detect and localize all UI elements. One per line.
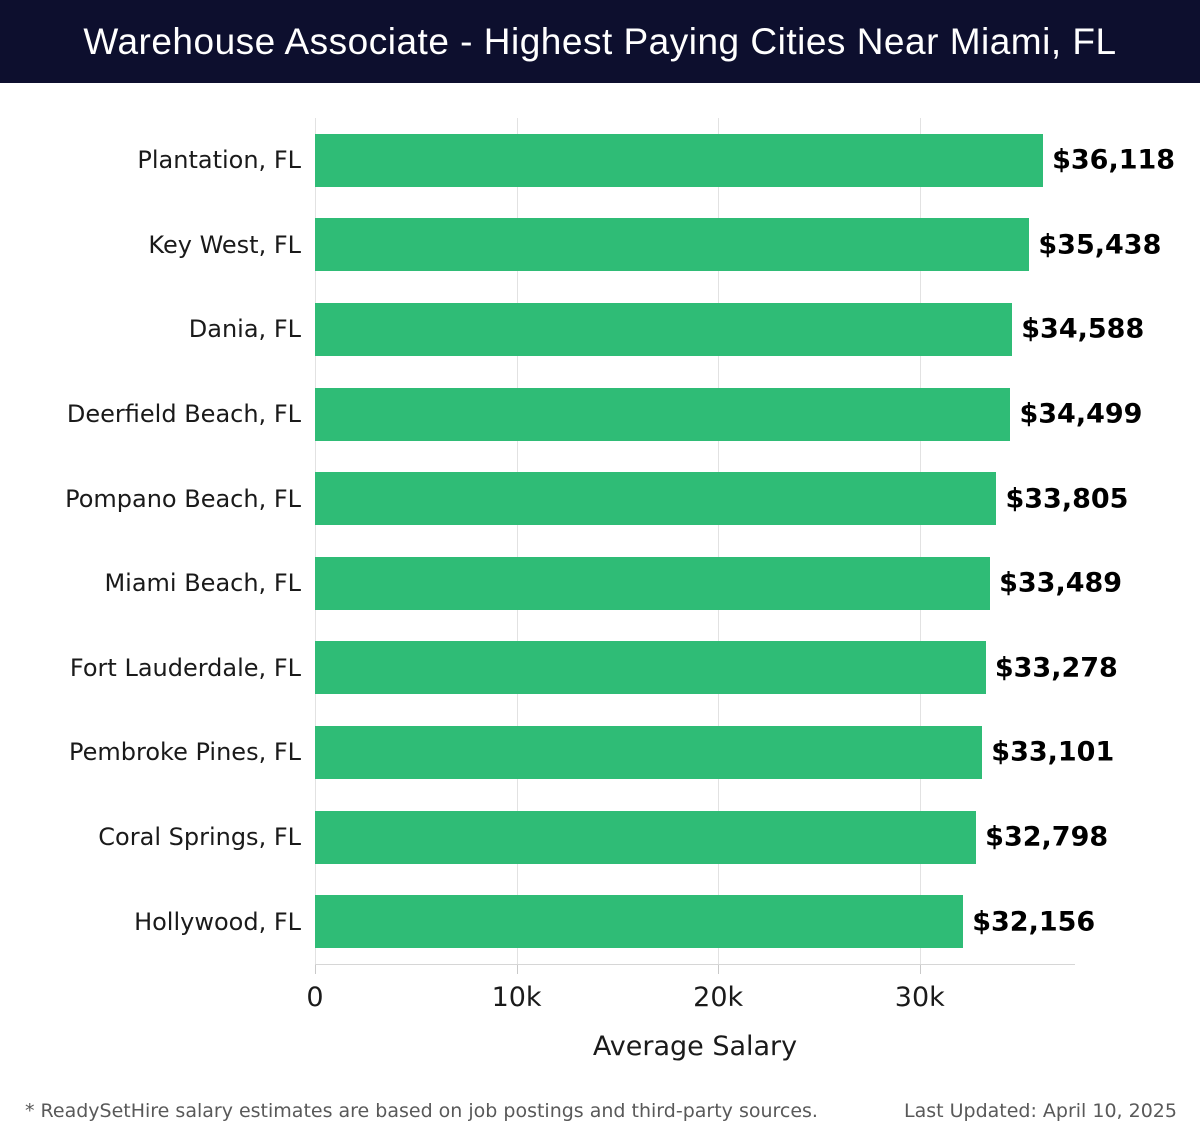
value-label: $34,499	[1019, 398, 1143, 430]
category-label: Pembroke Pines, FL	[69, 738, 301, 767]
bar	[315, 302, 1013, 356]
category-label: Deerfield Beach, FL	[66, 400, 301, 429]
bar-zone: $34,499	[315, 387, 1142, 441]
footer-last-updated: Last Updated: April 10, 2025	[903, 1100, 1177, 1122]
category-label: Plantation, FL	[137, 146, 301, 175]
x-tick-label: 20k	[693, 982, 744, 1013]
category-label: Miami Beach, FL	[104, 569, 301, 598]
category-label: Fort Lauderdale, FL	[69, 653, 301, 682]
bar-zone: $33,489	[315, 556, 1122, 610]
x-tick-mark	[315, 965, 316, 974]
bar-zone: $32,156	[315, 895, 1095, 949]
chart-title: Warehouse Associate - Highest Paying Cit…	[83, 20, 1117, 62]
category-label: Coral Springs, FL	[98, 823, 301, 852]
bar	[315, 218, 1030, 272]
value-label: $33,489	[999, 567, 1123, 599]
bar-row: Pembroke Pines, FL $33,101	[0, 710, 1200, 795]
value-label: $35,438	[1038, 229, 1162, 261]
bar-zone: $33,101	[315, 725, 1114, 779]
gridline	[516, 118, 518, 964]
bar	[315, 895, 964, 949]
x-tick-label: 10k	[491, 982, 542, 1013]
x-tick-label: 0	[306, 982, 324, 1013]
bar-zone: $36,118	[315, 133, 1175, 187]
value-label: $32,156	[972, 906, 1096, 938]
bar-row: Hollywood, FL $32,156	[0, 879, 1200, 964]
bar	[315, 133, 1044, 187]
bar	[315, 472, 997, 526]
bar-zone: $33,278	[315, 641, 1118, 695]
bar-row: Coral Springs, FL $32,798	[0, 795, 1200, 880]
bar-zone: $34,588	[315, 302, 1144, 356]
bar	[315, 725, 983, 779]
value-label: $33,278	[994, 652, 1118, 684]
bar-row: Deerfield Beach, FL $34,499	[0, 372, 1200, 457]
chart-header: Warehouse Associate - Highest Paying Cit…	[0, 0, 1200, 83]
bar-rows: Plantation, FL $36,118 Key West, FL $35,438…	[0, 118, 1200, 964]
bar-row: Fort Lauderdale, FL $33,278	[0, 626, 1200, 711]
category-label: Key West, FL	[148, 230, 301, 259]
footer-note: * ReadySetHire salary estimates are base…	[25, 1100, 818, 1122]
x-tick-mark	[516, 965, 518, 974]
value-label: $36,118	[1052, 144, 1176, 176]
bar-zone: $33,805	[315, 472, 1128, 526]
bar	[315, 641, 986, 695]
bar-row: Dania, FL $34,588	[0, 287, 1200, 372]
x-axis-title: Average Salary	[592, 1031, 798, 1062]
gridline	[315, 118, 316, 964]
category-label: Dania, FL	[188, 315, 301, 344]
value-label: $34,588	[1021, 313, 1145, 345]
bar-row: Key West, FL $35,438	[0, 203, 1200, 288]
bar	[315, 810, 977, 864]
x-tick-mark	[718, 965, 720, 974]
bar-zone: $32,798	[315, 810, 1108, 864]
category-label: Pompano Beach, FL	[65, 484, 301, 513]
value-label: $33,101	[991, 736, 1115, 768]
gridline-layer	[315, 118, 1075, 964]
x-axis	[315, 964, 1075, 975]
value-label: $32,798	[985, 821, 1109, 853]
bar-row: Pompano Beach, FL $33,805	[0, 456, 1200, 541]
value-label: $33,805	[1005, 483, 1129, 515]
bar-row: Miami Beach, FL $33,489	[0, 541, 1200, 626]
x-tick-mark	[919, 965, 921, 974]
gridline	[919, 118, 921, 964]
category-label: Hollywood, FL	[134, 907, 301, 936]
bar-zone: $35,438	[315, 218, 1161, 272]
bar-row: Plantation, FL $36,118	[0, 118, 1200, 203]
bar	[315, 387, 1011, 441]
gridline	[718, 118, 720, 964]
x-tick-label: 30k	[894, 982, 945, 1013]
bar	[315, 556, 991, 610]
